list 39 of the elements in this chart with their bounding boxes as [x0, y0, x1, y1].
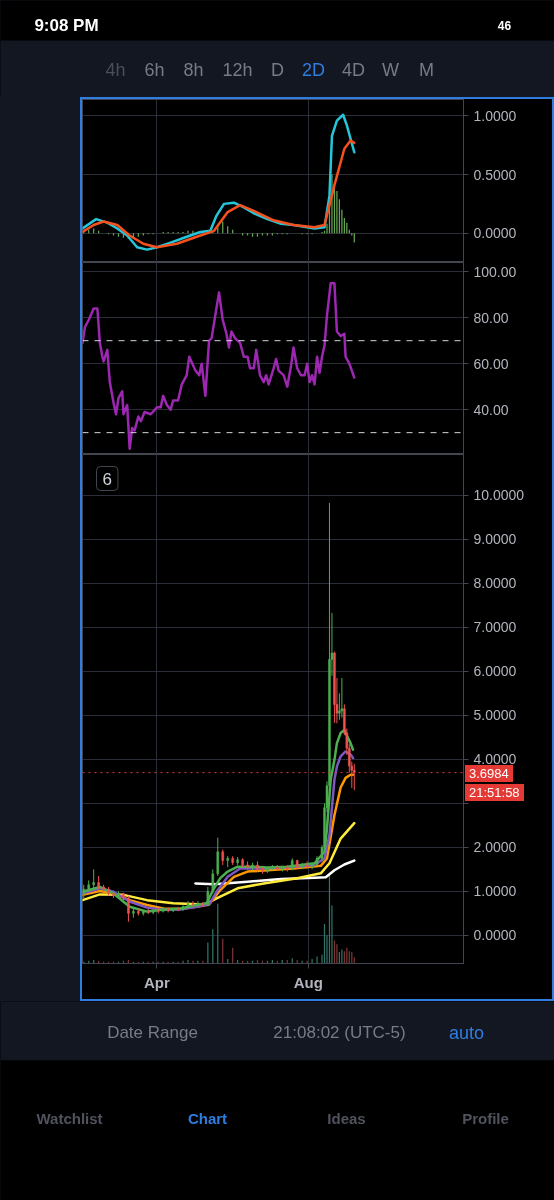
y-tick-label: 60.00 — [473, 355, 509, 372]
text: Ideas — [327, 1110, 366, 1127]
y-tick-label: 6.0000 — [473, 663, 517, 680]
text: 4D — [342, 59, 366, 80]
y-tick-label: 10.0000 — [473, 487, 525, 504]
y-tick-label: 0.5000 — [473, 166, 517, 183]
y-tick-label: 1.0000 — [473, 107, 517, 124]
text: M — [419, 59, 434, 80]
text: 21:08:02 (UTC-5) — [273, 1023, 406, 1042]
ref-line-label: 3.6984 — [465, 765, 513, 782]
y-tick-label: 0.0000 — [473, 225, 517, 242]
text: 6h — [144, 59, 165, 80]
y-tick-label: 7.0000 — [473, 619, 517, 636]
y-tick-label: 40.00 — [473, 401, 509, 418]
y-tick-label: 80.00 — [473, 309, 509, 326]
text: 2D — [302, 59, 326, 80]
y-tick-label: 100.00 — [473, 263, 517, 280]
x-tick-label: Aug — [293, 973, 323, 991]
y-tick-label: 0.0000 — [473, 927, 517, 944]
x-tick-label: Apr — [144, 973, 171, 991]
text: 21:51:58 — [465, 784, 524, 801]
y-tick-label: 4.0000 — [473, 751, 517, 768]
y-tick-label: 1.0000 — [473, 883, 517, 900]
text: Watchlist — [36, 1110, 103, 1127]
y-tick-label: 2.0000 — [473, 839, 517, 856]
annotation: 6 — [102, 469, 112, 489]
y-tick-label: 5.0000 — [473, 707, 517, 724]
text: 46 — [497, 19, 512, 33]
text: 9:08 PM — [34, 16, 99, 35]
text: D — [271, 59, 284, 80]
text: Chart — [187, 1110, 228, 1127]
y-tick-label: 8.0000 — [473, 575, 517, 592]
text: Date Range — [107, 1023, 198, 1042]
text: auto — [448, 1022, 485, 1043]
text: W — [382, 59, 400, 80]
text: 8h — [183, 59, 204, 80]
text: 12h — [222, 59, 253, 80]
text: Profile — [462, 1110, 509, 1127]
y-tick-label: 9.0000 — [473, 531, 517, 548]
